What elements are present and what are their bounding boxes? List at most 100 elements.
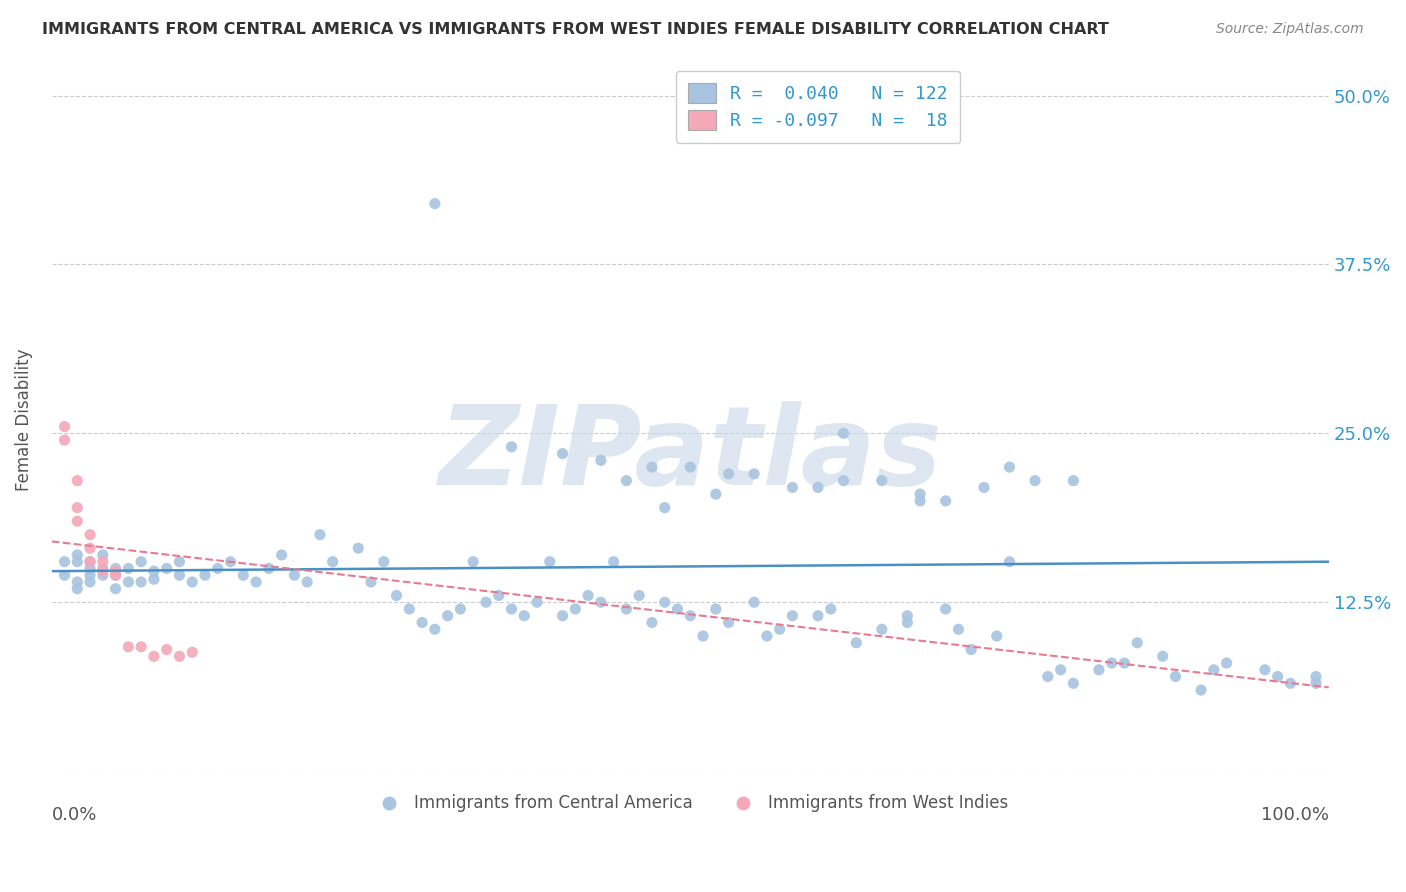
- Point: [104, 564, 127, 578]
- Point: [423, 622, 446, 636]
- Point: [129, 574, 152, 589]
- Point: [79, 541, 101, 556]
- Legend: Immigrants from Central America, Immigrants from West Indies: Immigrants from Central America, Immigra…: [366, 788, 1015, 819]
- Point: [973, 480, 995, 494]
- Point: [66, 474, 89, 488]
- Point: [309, 527, 332, 541]
- Point: [360, 574, 382, 589]
- Point: [1101, 656, 1123, 670]
- Point: [79, 574, 101, 589]
- Point: [104, 561, 127, 575]
- Point: [104, 568, 127, 582]
- Point: [704, 602, 727, 616]
- Point: [692, 629, 714, 643]
- Point: [270, 548, 292, 562]
- Point: [1279, 676, 1302, 690]
- Point: [641, 615, 664, 630]
- Point: [79, 527, 101, 541]
- Point: [1024, 474, 1046, 488]
- Text: IMMIGRANTS FROM CENTRAL AMERICA VS IMMIGRANTS FROM WEST INDIES FEMALE DISABILITY: IMMIGRANTS FROM CENTRAL AMERICA VS IMMIG…: [42, 22, 1109, 37]
- Point: [66, 514, 89, 528]
- Point: [717, 615, 740, 630]
- Point: [232, 568, 254, 582]
- Point: [169, 555, 191, 569]
- Point: [142, 572, 165, 586]
- Point: [654, 595, 676, 609]
- Point: [322, 555, 344, 569]
- Point: [1215, 656, 1237, 670]
- Point: [1152, 649, 1174, 664]
- Point: [169, 649, 191, 664]
- Point: [870, 474, 893, 488]
- Point: [589, 595, 612, 609]
- Point: [142, 649, 165, 664]
- Text: 100.0%: 100.0%: [1261, 806, 1329, 824]
- Point: [488, 589, 510, 603]
- Point: [79, 561, 101, 575]
- Point: [782, 608, 804, 623]
- Point: [1164, 669, 1187, 683]
- Point: [896, 615, 918, 630]
- Point: [832, 474, 855, 488]
- Point: [807, 480, 830, 494]
- Point: [704, 487, 727, 501]
- Point: [1114, 656, 1136, 670]
- Point: [91, 568, 114, 582]
- Point: [53, 433, 76, 447]
- Point: [53, 568, 76, 582]
- Point: [411, 615, 433, 630]
- Point: [53, 555, 76, 569]
- Text: ZIPatlas: ZIPatlas: [439, 401, 942, 508]
- Point: [908, 487, 931, 501]
- Point: [576, 589, 599, 603]
- Point: [66, 500, 89, 515]
- Point: [117, 640, 139, 654]
- Point: [1202, 663, 1225, 677]
- Point: [423, 196, 446, 211]
- Point: [66, 574, 89, 589]
- Point: [960, 642, 983, 657]
- Point: [79, 555, 101, 569]
- Point: [475, 595, 498, 609]
- Point: [1049, 663, 1071, 677]
- Point: [616, 602, 638, 616]
- Text: Source: ZipAtlas.com: Source: ZipAtlas.com: [1216, 22, 1364, 37]
- Point: [181, 574, 204, 589]
- Point: [1126, 636, 1149, 650]
- Point: [1305, 676, 1327, 690]
- Point: [66, 582, 89, 596]
- Point: [948, 622, 970, 636]
- Point: [1267, 669, 1289, 683]
- Point: [104, 568, 127, 582]
- Point: [820, 602, 842, 616]
- Point: [283, 568, 305, 582]
- Point: [526, 595, 548, 609]
- Point: [1305, 669, 1327, 683]
- Point: [896, 608, 918, 623]
- Point: [986, 629, 1008, 643]
- Point: [654, 500, 676, 515]
- Point: [156, 642, 179, 657]
- Point: [463, 555, 485, 569]
- Point: [602, 555, 624, 569]
- Point: [769, 622, 792, 636]
- Point: [666, 602, 689, 616]
- Point: [219, 555, 242, 569]
- Point: [66, 555, 89, 569]
- Point: [1254, 663, 1277, 677]
- Point: [142, 564, 165, 578]
- Point: [641, 460, 664, 475]
- Point: [908, 494, 931, 508]
- Point: [347, 541, 370, 556]
- Point: [679, 460, 702, 475]
- Point: [538, 555, 561, 569]
- Text: 0.0%: 0.0%: [52, 806, 97, 824]
- Point: [257, 561, 280, 575]
- Point: [679, 608, 702, 623]
- Point: [295, 574, 318, 589]
- Point: [501, 440, 523, 454]
- Point: [117, 561, 139, 575]
- Point: [169, 568, 191, 582]
- Point: [1062, 676, 1084, 690]
- Point: [207, 561, 229, 575]
